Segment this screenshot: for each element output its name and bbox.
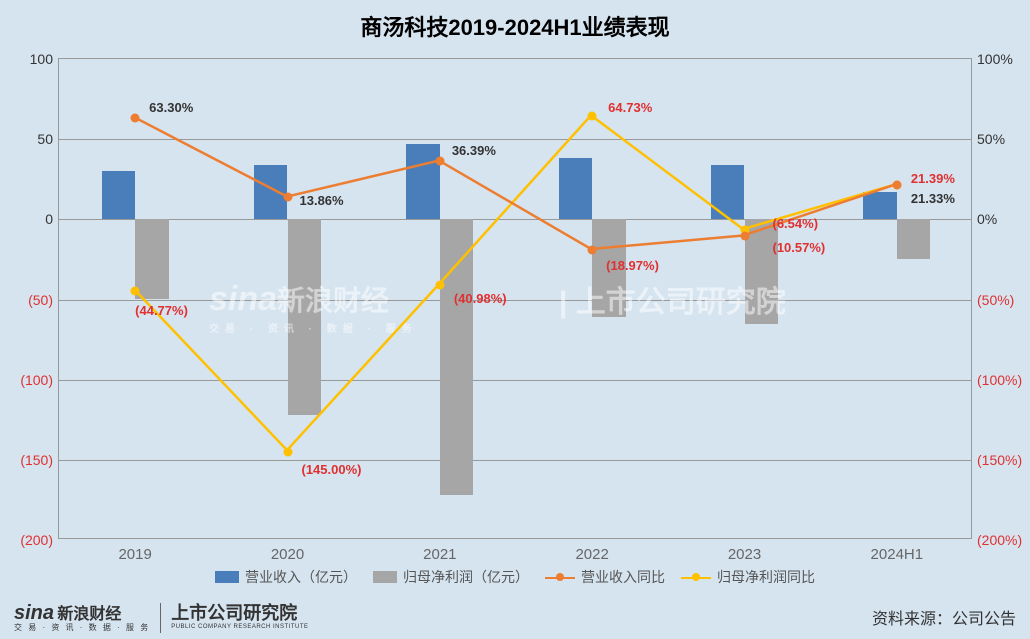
logo-inst-cn: 上市公司研究院 [171, 604, 308, 624]
y-left-tick-label: 50 [7, 131, 53, 147]
data-label: (10.57%) [773, 240, 826, 255]
line-marker [131, 113, 140, 122]
line-marker [892, 181, 901, 190]
logo-institute: 上市公司研究院 PUBLIC COMPANY RESEARCH INSTITUT… [171, 604, 308, 630]
line-marker [283, 193, 292, 202]
legend-item-bar1: 营业收入（亿元） [215, 567, 357, 587]
legend-item-bar2: 归母净利润（亿元） [373, 567, 529, 587]
line-marker [740, 232, 749, 241]
plot-area: (200)(200%)(150)(150%)(100)(100%)(50)(50… [58, 58, 972, 539]
legend-label-bar2: 归母净利润（亿元） [403, 567, 529, 587]
bar-revenue [863, 192, 897, 219]
y-right-tick-label: 0% [977, 211, 1027, 227]
data-label: 21.39% [911, 171, 955, 186]
legend: 营业收入（亿元） 归母净利润（亿元） 营业收入同比 归母净利润同比 [0, 567, 1030, 587]
bar-revenue [559, 158, 593, 219]
grid-line [59, 219, 971, 220]
logo-inst-en: PUBLIC COMPANY RESEARCH INSTITUTE [171, 624, 308, 631]
bar-revenue [406, 144, 440, 219]
line-marker [283, 447, 292, 456]
y-right-tick-label: (50%) [977, 292, 1027, 308]
grid-line [59, 380, 971, 381]
line-marker [131, 287, 140, 296]
legend-swatch-line2 [681, 571, 711, 583]
lines-svg [59, 59, 971, 538]
bar-netprofit [440, 219, 474, 495]
y-left-tick-label: (200) [7, 532, 53, 548]
legend-label-line2: 归母净利润同比 [717, 567, 815, 587]
data-label: 63.30% [149, 100, 193, 115]
data-label: 21.33% [911, 191, 955, 206]
logo-sina-sub: 交 易 · 资 讯 · 数 据 · 服 务 [14, 624, 150, 633]
legend-label-bar1: 营业收入（亿元） [245, 567, 357, 587]
x-tick-label: 2023 [728, 546, 761, 563]
legend-item-line2: 归母净利润同比 [681, 567, 815, 587]
footer-logos: sina 新浪财经 交 易 · 资 讯 · 数 据 · 服 务 上市公司研究院 … [14, 602, 309, 633]
line-marker [588, 245, 597, 254]
data-label: (44.77%) [135, 303, 188, 318]
legend-label-line1: 营业收入同比 [581, 567, 665, 587]
y-left-tick-label: (50) [7, 292, 53, 308]
x-tick-label: 2022 [575, 546, 608, 563]
bar-netprofit [135, 219, 169, 299]
y-left-tick-label: 0 [7, 211, 53, 227]
bar-netprofit [897, 219, 931, 259]
legend-swatch-line1 [545, 571, 575, 583]
y-right-tick-label: (150%) [977, 452, 1027, 468]
legend-swatch-bar1 [215, 571, 239, 583]
bar-netprofit [745, 219, 779, 323]
x-tick-label: 2020 [271, 546, 304, 563]
x-tick-label: 2019 [118, 546, 151, 563]
y-right-tick-label: 50% [977, 131, 1027, 147]
data-label: (6.54%) [773, 216, 819, 231]
data-label: (18.97%) [606, 258, 659, 273]
bar-netprofit [288, 219, 322, 415]
grid-line [59, 139, 971, 140]
logo-sina-en: sina [14, 602, 54, 624]
bar-revenue [711, 165, 745, 220]
line-marker [588, 111, 597, 120]
data-label: 36.39% [452, 143, 496, 158]
y-left-tick-label: (100) [7, 372, 53, 388]
bar-revenue [254, 165, 288, 220]
line-marker [435, 281, 444, 290]
y-right-tick-label: (200%) [977, 532, 1027, 548]
data-label: 64.73% [608, 100, 652, 115]
y-left-tick-label: 100 [7, 51, 53, 67]
x-tick-label: 2024H1 [871, 546, 924, 563]
logo-divider [160, 603, 161, 633]
legend-swatch-bar2 [373, 571, 397, 583]
grid-line [59, 460, 971, 461]
grid-line [59, 300, 971, 301]
chart-title: 商汤科技2019-2024H1业绩表现 [0, 10, 1030, 42]
y-right-tick-label: 100% [977, 51, 1027, 67]
bar-revenue [102, 171, 136, 219]
line-marker [435, 156, 444, 165]
y-right-tick-label: (100%) [977, 372, 1027, 388]
data-label: 13.86% [300, 193, 344, 208]
data-label: (145.00%) [302, 462, 362, 477]
legend-item-line1: 营业收入同比 [545, 567, 665, 587]
chart-container: 商汤科技2019-2024H1业绩表现 (200)(200%)(150)(150… [0, 0, 1030, 639]
data-label: (40.98%) [454, 291, 507, 306]
x-tick-label: 2021 [423, 546, 456, 563]
logo-sina: sina 新浪财经 交 易 · 资 讯 · 数 据 · 服 务 [14, 602, 150, 633]
footer-source: 资料来源：公司公告 [872, 605, 1016, 629]
logo-sina-cn: 新浪财经 [57, 606, 121, 623]
y-left-tick-label: (150) [7, 452, 53, 468]
